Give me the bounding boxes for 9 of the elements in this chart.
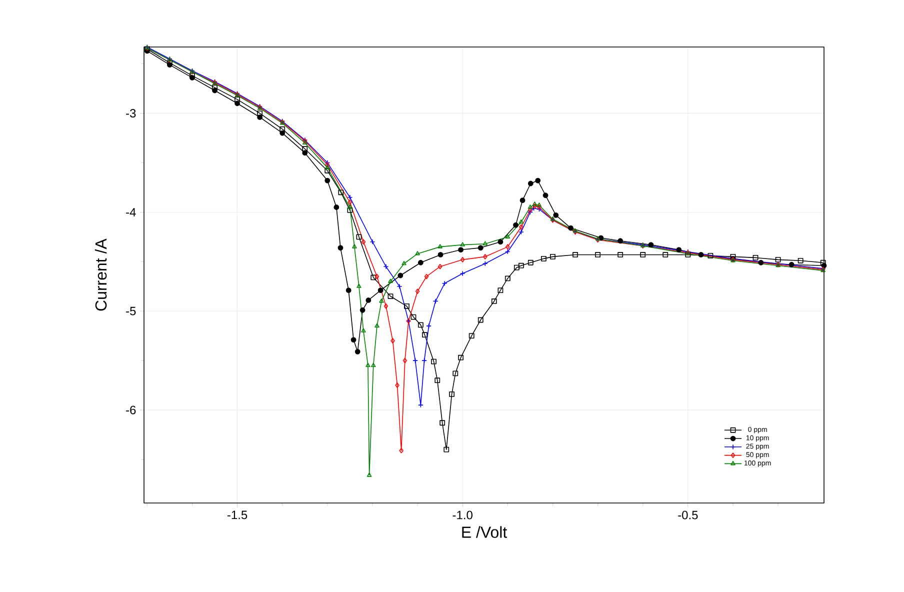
x-tick-label: -1.0 xyxy=(452,510,472,520)
x-axis-title: E /Volt xyxy=(462,526,508,538)
x-tick-label: -0.5 xyxy=(678,510,698,520)
y-tick-label: -6 xyxy=(126,406,136,414)
x-tick-label: -1.5 xyxy=(227,510,248,520)
y-tick-label: -4 xyxy=(126,208,136,216)
y-axis-title: Current /A xyxy=(94,238,107,311)
y-tick-label: -5 xyxy=(126,306,136,316)
y-tick-label: -3 xyxy=(126,109,136,118)
